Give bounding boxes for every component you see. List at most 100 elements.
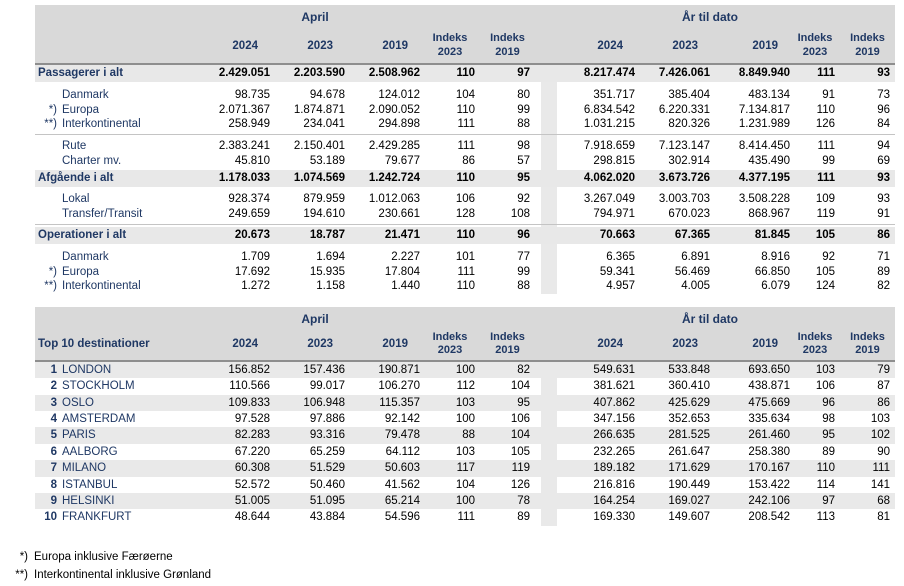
cell-april-0: 51.005: [234, 495, 270, 507]
cell-ytd-1: 425.629: [668, 396, 710, 409]
cell-april-0: 156.852: [228, 363, 270, 376]
cell-april-4: 88: [517, 118, 530, 131]
row-marker: 2: [50, 380, 57, 393]
april-indeks-2023-header: Indeks 2023: [432, 330, 468, 357]
cell-april-4: 106: [510, 413, 530, 426]
cell-april-4: 99: [517, 103, 530, 116]
cell-ytd-2: 475.669: [748, 396, 790, 409]
cell-april-1: 97.886: [309, 413, 345, 426]
cell-april-3: 111: [457, 140, 475, 153]
row-label-text: FRANKFURT: [62, 511, 132, 524]
cell-april-3: 111: [457, 511, 475, 524]
cell-april-2: 2.429.285: [368, 140, 420, 153]
april-group-title: April: [301, 10, 329, 24]
row-label-text: Operationer i alt: [38, 228, 127, 241]
ytd-indeks-2019-header: Indeks 2019: [850, 330, 885, 357]
cell-april-2: 50.603: [384, 462, 420, 475]
cell-april-0: 258.949: [228, 118, 270, 131]
cell-april-3: 88: [462, 429, 475, 442]
cell-april-4: 88: [517, 280, 530, 293]
table-row: 8 ISTANBUL 52.572 50.460 41.562 104 126 216.816…: [35, 477, 895, 493]
row-marker: **): [44, 118, 57, 131]
cell-ytd-0: 794.971: [593, 208, 635, 221]
cell-april-3: 103: [455, 396, 475, 409]
cell-april-1: 53.189: [309, 154, 345, 167]
cell-april-3: 117: [456, 462, 475, 475]
april-2019-header: 2019: [382, 338, 408, 351]
row-label-text: Interkontinental: [62, 280, 141, 293]
cell-april-2: 17.804: [384, 265, 420, 278]
top10-table-header: April År til dato Top 10 destinationer 2…: [35, 306, 895, 362]
row-label: 9 HELSINKI: [35, 493, 200, 509]
cell-ytd-4: 79: [877, 363, 890, 376]
cell-april-1: 15.935: [309, 265, 345, 278]
row-marker: 10: [44, 511, 57, 524]
cell-april-1: 94.678: [309, 89, 345, 101]
cell-ytd-2: 438.871: [748, 380, 790, 393]
cell-april-4: 104: [510, 380, 530, 393]
top10-title: Top 10 destinationer: [38, 338, 150, 351]
april-indeks-2019-header: Indeks 2019: [490, 330, 525, 357]
row-label-text: Europa: [62, 103, 100, 116]
cell-ytd-1: 820.326: [668, 118, 710, 131]
april-2019-header: 2019: [382, 40, 408, 52]
row-label-text: Interkontinental: [62, 118, 141, 131]
row-label: 5 PARIS: [35, 427, 200, 443]
cell-april-4: 97: [517, 67, 530, 79]
cell-april-1: 234.041: [303, 118, 345, 131]
cell-ytd-0: 8.217.474: [583, 67, 635, 79]
cell-ytd-3: 111: [817, 140, 835, 153]
cell-april-3: 110: [456, 280, 475, 293]
row-marker: 5: [50, 429, 57, 442]
cell-ytd-3: 109: [815, 193, 835, 206]
cell-ytd-3: 95: [822, 429, 835, 442]
cell-ytd-1: 7.426.061: [658, 67, 710, 79]
ytd-2024-header: 2024: [597, 40, 623, 52]
table-row: Charter mv. 45.810 53.189 79.677 86 57 298.815…: [35, 154, 895, 169]
cell-ytd-3: 91: [822, 89, 835, 101]
table-row: 10 FRANKFURT 48.644 43.884 54.596 111 89 169.33…: [35, 509, 895, 525]
cell-ytd-4: 86: [877, 228, 890, 241]
cell-april-0: 97.528: [234, 413, 270, 426]
cell-april-1: 18.787: [309, 228, 345, 241]
row-marker: *): [48, 265, 57, 278]
ytd-2024-header: 2024: [597, 338, 623, 351]
row-marker: *): [48, 103, 57, 116]
cell-ytd-1: 302.914: [668, 154, 710, 167]
cell-april-1: 65.259: [309, 445, 345, 458]
column-year-headers: Top 10 destinationer 2024 2023 2019 Inde…: [35, 329, 895, 360]
row-label: 2 STOCKHOLM: [35, 378, 200, 394]
cell-ytd-4: 73: [877, 89, 890, 101]
cell-ytd-2: 261.460: [748, 429, 790, 442]
row-label: Rute: [35, 139, 200, 154]
cell-april-0: 20.673: [234, 228, 270, 241]
row-label: **) Interkontinental: [35, 279, 200, 294]
row-label: Charter mv.: [35, 154, 200, 169]
cell-ytd-2: 208.542: [748, 511, 790, 524]
row-label: **) Interkontinental: [35, 117, 200, 132]
cell-ytd-4: 93: [877, 193, 890, 206]
april-2024-header: 2024: [232, 338, 258, 351]
cell-ytd-4: 87: [877, 380, 890, 393]
april-2024-header: 2024: [232, 40, 258, 52]
footnotes: *) Europa inklusive Færøerne **) Interkont…: [8, 548, 904, 584]
row-label-text: Danmark: [62, 89, 109, 101]
cell-april-4: 82: [517, 363, 530, 376]
cell-april-0: 1.709: [241, 250, 270, 263]
row-label: *) Europa: [35, 265, 200, 280]
cell-april-3: 110: [456, 172, 475, 185]
traffic-table-header: April År til dato 2024 2023 2019 Indeks 2…: [35, 5, 895, 65]
table-row: Passagerer i alt 2.429.051 2.203.590 2.508.…: [35, 65, 895, 82]
cell-ytd-3: 124: [815, 280, 835, 293]
row-label: 10 FRANKFURT: [35, 509, 200, 525]
table-row: Lokal 928.374 879.959 1.012.063 106 92 3.267.0…: [35, 192, 895, 207]
table-row: **) Interkontinental 1.272 1.158 1.440 110 88 4…: [35, 279, 895, 294]
cell-april-0: 1.178.033: [218, 172, 270, 185]
row-label-text: OSLO: [62, 396, 94, 409]
row-label: 4 AMSTERDAM: [35, 411, 200, 427]
cell-april-4: 99: [517, 265, 530, 278]
table-row: Danmark 98.735 94.678 124.012 104 80 351.717 38…: [35, 88, 895, 103]
cell-ytd-1: 67.365: [674, 228, 710, 241]
section-divider: [35, 134, 895, 136]
table-row: *) Europa 17.692 15.935 17.804 111 99 59.341 56.…: [35, 265, 895, 280]
